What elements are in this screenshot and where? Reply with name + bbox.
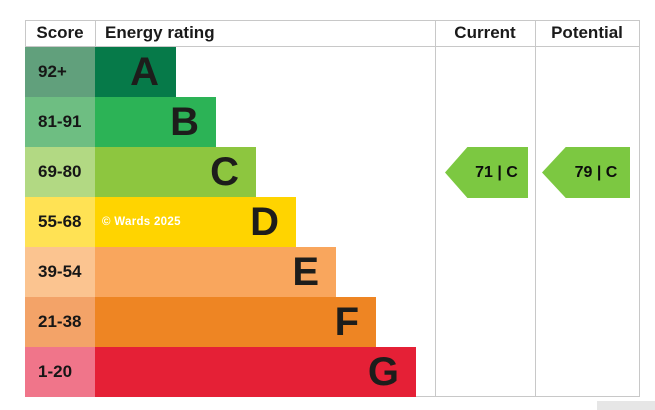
band-row-c: 69-80 C [25, 147, 256, 197]
band-bar-b: B [95, 97, 216, 147]
current-column-divider [435, 20, 436, 397]
band-bar-e: E [95, 247, 336, 297]
bottom-right-artifact [597, 401, 655, 410]
band-bar-g: G [95, 347, 416, 397]
score-range-c: 69-80 [25, 147, 95, 197]
header-score: Score [36, 23, 84, 42]
score-column-divider [95, 20, 96, 47]
potential-column-divider [535, 20, 536, 397]
wards-watermark: © Wards 2025 [102, 216, 181, 228]
header-potential: Potential [551, 23, 623, 42]
score-range-g: 1-20 [25, 347, 95, 397]
band-row-e: 39-54 E [25, 247, 336, 297]
score-range-b: 81-91 [25, 97, 95, 147]
band-row-f: 21-38 F [25, 297, 376, 347]
band-bar-d: D [95, 197, 296, 247]
score-range-e: 39-54 [25, 247, 95, 297]
band-bar-a: A [95, 47, 176, 97]
band-row-a: 92+ A [25, 47, 176, 97]
score-range-f: 21-38 [25, 297, 95, 347]
header-divider-line [25, 46, 640, 47]
band-row-d: 55-68 D [25, 197, 296, 247]
band-bar-c: C [95, 147, 256, 197]
band-row-b: 81-91 B [25, 97, 216, 147]
score-range-d: 55-68 [25, 197, 95, 247]
header-energy-rating: Energy rating [105, 23, 215, 42]
band-bar-f: F [95, 297, 376, 347]
score-range-a: 92+ [25, 47, 95, 97]
band-row-g: 1-20 G [25, 347, 416, 397]
header-current: Current [454, 23, 516, 42]
